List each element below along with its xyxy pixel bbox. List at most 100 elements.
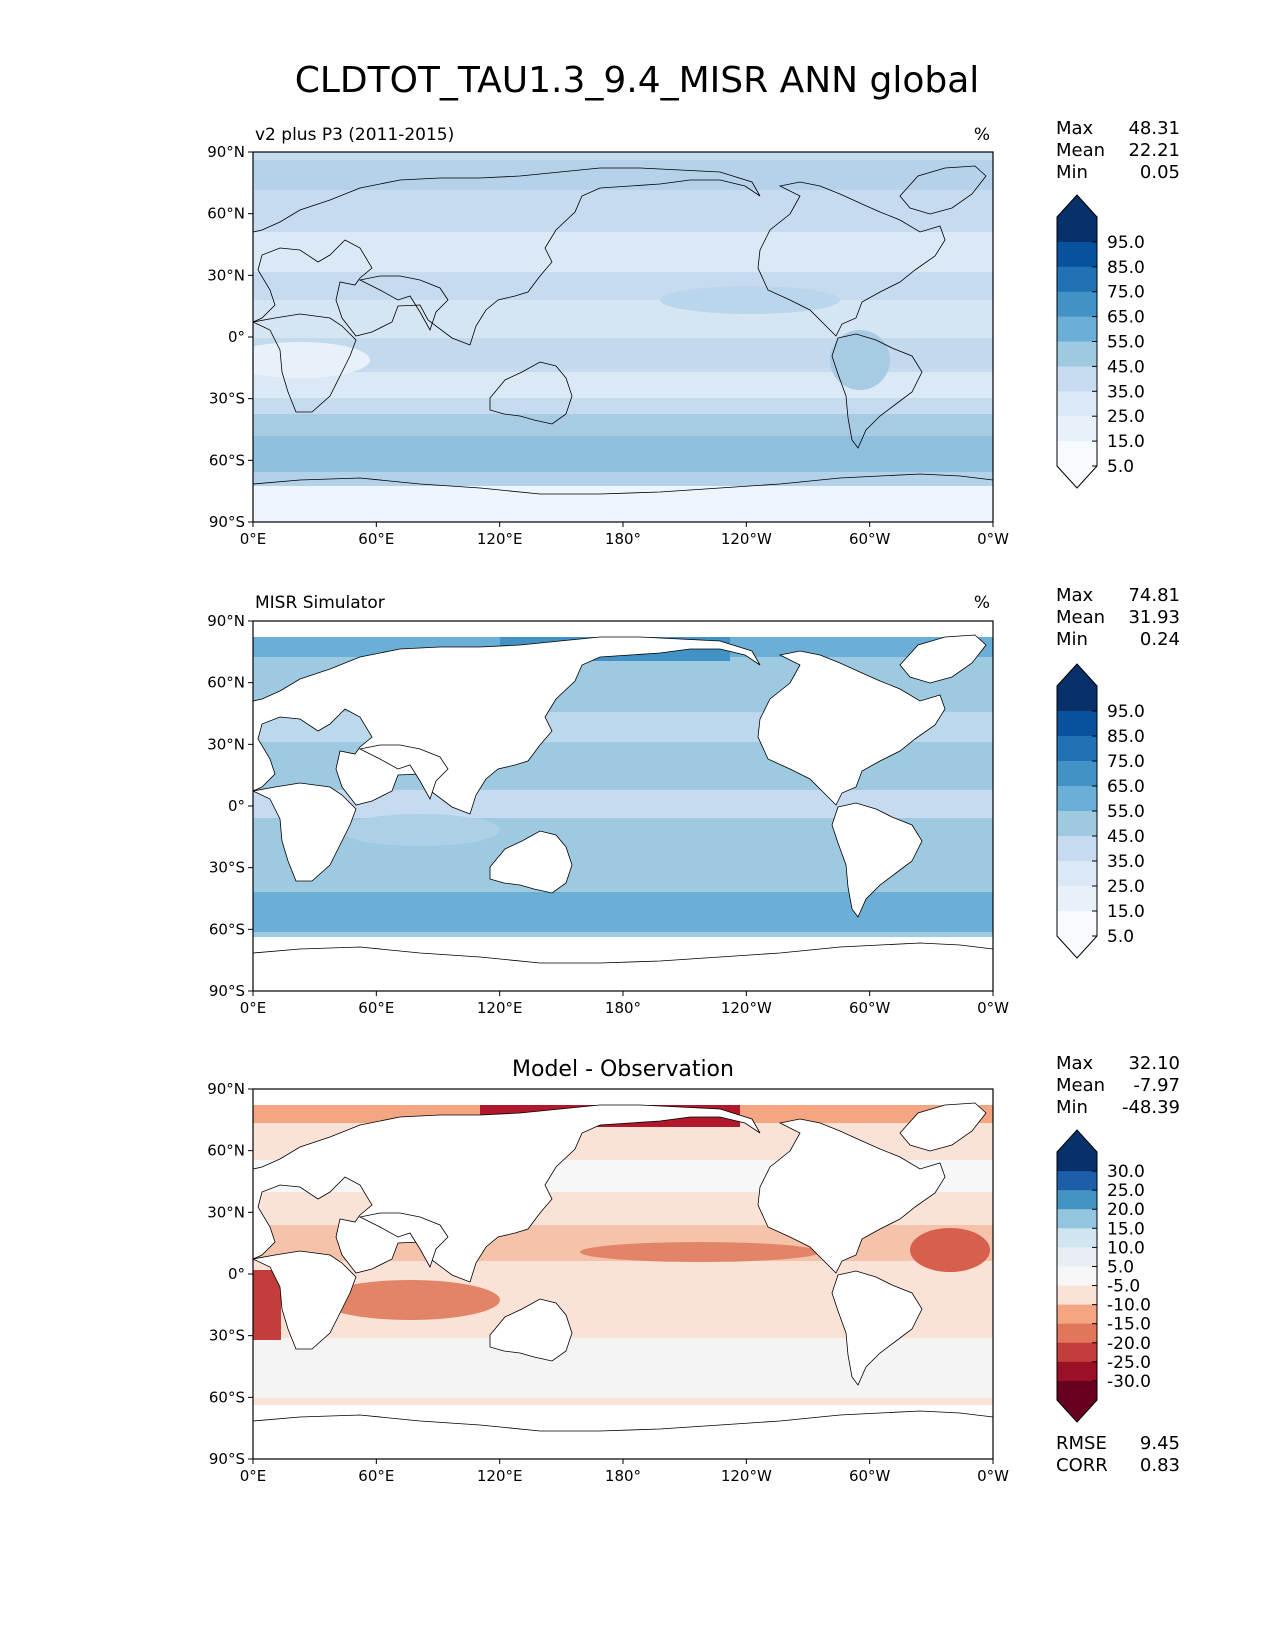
colorbar-label: 45.0 [1107, 357, 1145, 377]
stat-label: Max [1056, 1053, 1094, 1074]
colorbar-segment [1057, 341, 1097, 367]
stat-value: -7.97 [1133, 1075, 1180, 1096]
colorbar-segment [1057, 1228, 1097, 1248]
colorbar-label: -30.0 [1107, 1372, 1151, 1392]
colorbar-extend-max [1057, 1130, 1097, 1152]
lat-label: 60°S [209, 1388, 245, 1406]
colorbar-label: 95.0 [1107, 702, 1145, 722]
lat-label: 30°S [209, 1327, 245, 1345]
colorbar-segment [1057, 366, 1097, 392]
colorbar-segment [1057, 836, 1097, 862]
lat-label: 60°N [207, 674, 245, 692]
colorbar-label: 75.0 [1107, 752, 1145, 772]
colorbar-label: -15.0 [1107, 1315, 1151, 1335]
colorbar-label: 20.0 [1107, 1200, 1145, 1220]
colorbar-segment [1057, 811, 1097, 837]
lat-label: 90°S [209, 513, 245, 531]
lat-label: 30°S [209, 390, 245, 408]
colorbar-label: 55.0 [1107, 333, 1145, 353]
panel-center-title: Model - Observation [512, 1057, 734, 1082]
stat-label: Max [1056, 585, 1094, 606]
colorbar-label: 15.0 [1107, 902, 1145, 922]
lon-label: 0°E [240, 530, 267, 548]
stat-value: 32.10 [1128, 1053, 1180, 1074]
lon-label: 180° [605, 999, 641, 1017]
map-field [253, 621, 993, 991]
panel-model: v2 plus P3 (2011-2015) % [252, 125, 994, 523]
map-field [253, 152, 993, 522]
lon-label: 60°E [358, 999, 394, 1017]
lat-label: 90°S [209, 1450, 245, 1468]
colorbar-label: 15.0 [1107, 432, 1145, 452]
colorbar-label: 75.0 [1107, 283, 1145, 303]
stat-label: RMSE [1056, 1433, 1107, 1454]
colorbar-label: 85.0 [1107, 258, 1145, 278]
colorbar-segment [1057, 391, 1097, 417]
colorbar-segment [1057, 1266, 1097, 1287]
colorbar-label: 65.0 [1107, 777, 1145, 797]
lat-label: 30°N [207, 266, 245, 284]
colorbar-label: 10.0 [1107, 1238, 1145, 1258]
lon-label: 120°W [721, 1467, 772, 1485]
colorbar-segment [1057, 686, 1097, 712]
colorbar-segment [1057, 1152, 1097, 1172]
colorbar-label: -25.0 [1107, 1353, 1151, 1373]
panel-left-title: v2 plus P3 (2011-2015) [255, 125, 454, 145]
colorbar-label: 15.0 [1107, 1219, 1145, 1239]
colorbar-label: 95.0 [1107, 233, 1145, 253]
colorbar-segment [1057, 416, 1097, 442]
stat-value: 0.24 [1140, 629, 1180, 650]
lat-label: 90°S [209, 982, 245, 1000]
colorbar-segment [1057, 761, 1097, 787]
lon-label: 120°E [477, 999, 523, 1017]
lon-label: 60°E [358, 530, 394, 548]
colorbar-segment [1057, 241, 1097, 268]
colorbar-segment [1057, 1323, 1097, 1344]
colorbar-label: 35.0 [1107, 852, 1145, 872]
colorbar-segment [1057, 1342, 1097, 1363]
lat-label: 90°N [207, 612, 245, 630]
colorbar-label: 35.0 [1107, 382, 1145, 402]
colorbar-segment [1057, 266, 1097, 293]
stat-label: CORR [1056, 1455, 1108, 1476]
colorbar-label: 30.0 [1107, 1162, 1145, 1182]
lat-label: 60°N [207, 205, 245, 223]
colorbar-outline [1056, 1129, 1098, 1423]
lon-label: 0°E [240, 999, 267, 1017]
colorbar-label: 25.0 [1107, 1181, 1145, 1201]
colorbar-segment [1057, 736, 1097, 762]
stat-label: Min [1056, 1097, 1088, 1118]
lon-label: 0°W [977, 999, 1009, 1017]
stat-label: Mean [1056, 140, 1105, 161]
map-field [253, 1089, 993, 1459]
stat-label: Mean [1056, 607, 1105, 628]
colorbar-segment [1057, 711, 1097, 737]
colorbar-segment [1057, 786, 1097, 812]
colorbar-segment [1057, 1304, 1097, 1325]
colorbar-label: 55.0 [1107, 802, 1145, 822]
stat-label: Mean [1056, 1075, 1105, 1096]
colorbar-segment [1057, 886, 1097, 912]
colorbar-label: 25.0 [1107, 407, 1145, 427]
colorbar-extend-max [1057, 664, 1097, 686]
lon-label: 120°W [721, 999, 772, 1017]
colorbar-segment [1057, 217, 1097, 243]
lat-label: 60°N [207, 1142, 245, 1160]
lon-label: 120°E [477, 1467, 523, 1485]
colorbar-segment [1057, 911, 1097, 937]
lon-label: 60°E [358, 1467, 394, 1485]
colorbar-segment [1057, 291, 1097, 318]
panel-left-title: MISR Simulator [255, 593, 385, 613]
panel-units: % [974, 593, 990, 613]
lat-label: 30°N [207, 1203, 245, 1221]
lat-label: 90°N [207, 1080, 245, 1098]
lat-label: 0° [228, 328, 245, 346]
lon-label: 120°E [477, 530, 523, 548]
colorbar-segment [1057, 441, 1097, 467]
lon-label: 0°W [977, 530, 1009, 548]
colorbar: 95.0 85.0 75.0 65.0 55.0 45.0 35.0 25.0 15.0 5.0 [1056, 663, 1145, 959]
stat-label: Min [1056, 162, 1088, 183]
colorbar-extend-max [1057, 195, 1097, 217]
lon-label: 120°W [721, 530, 772, 548]
